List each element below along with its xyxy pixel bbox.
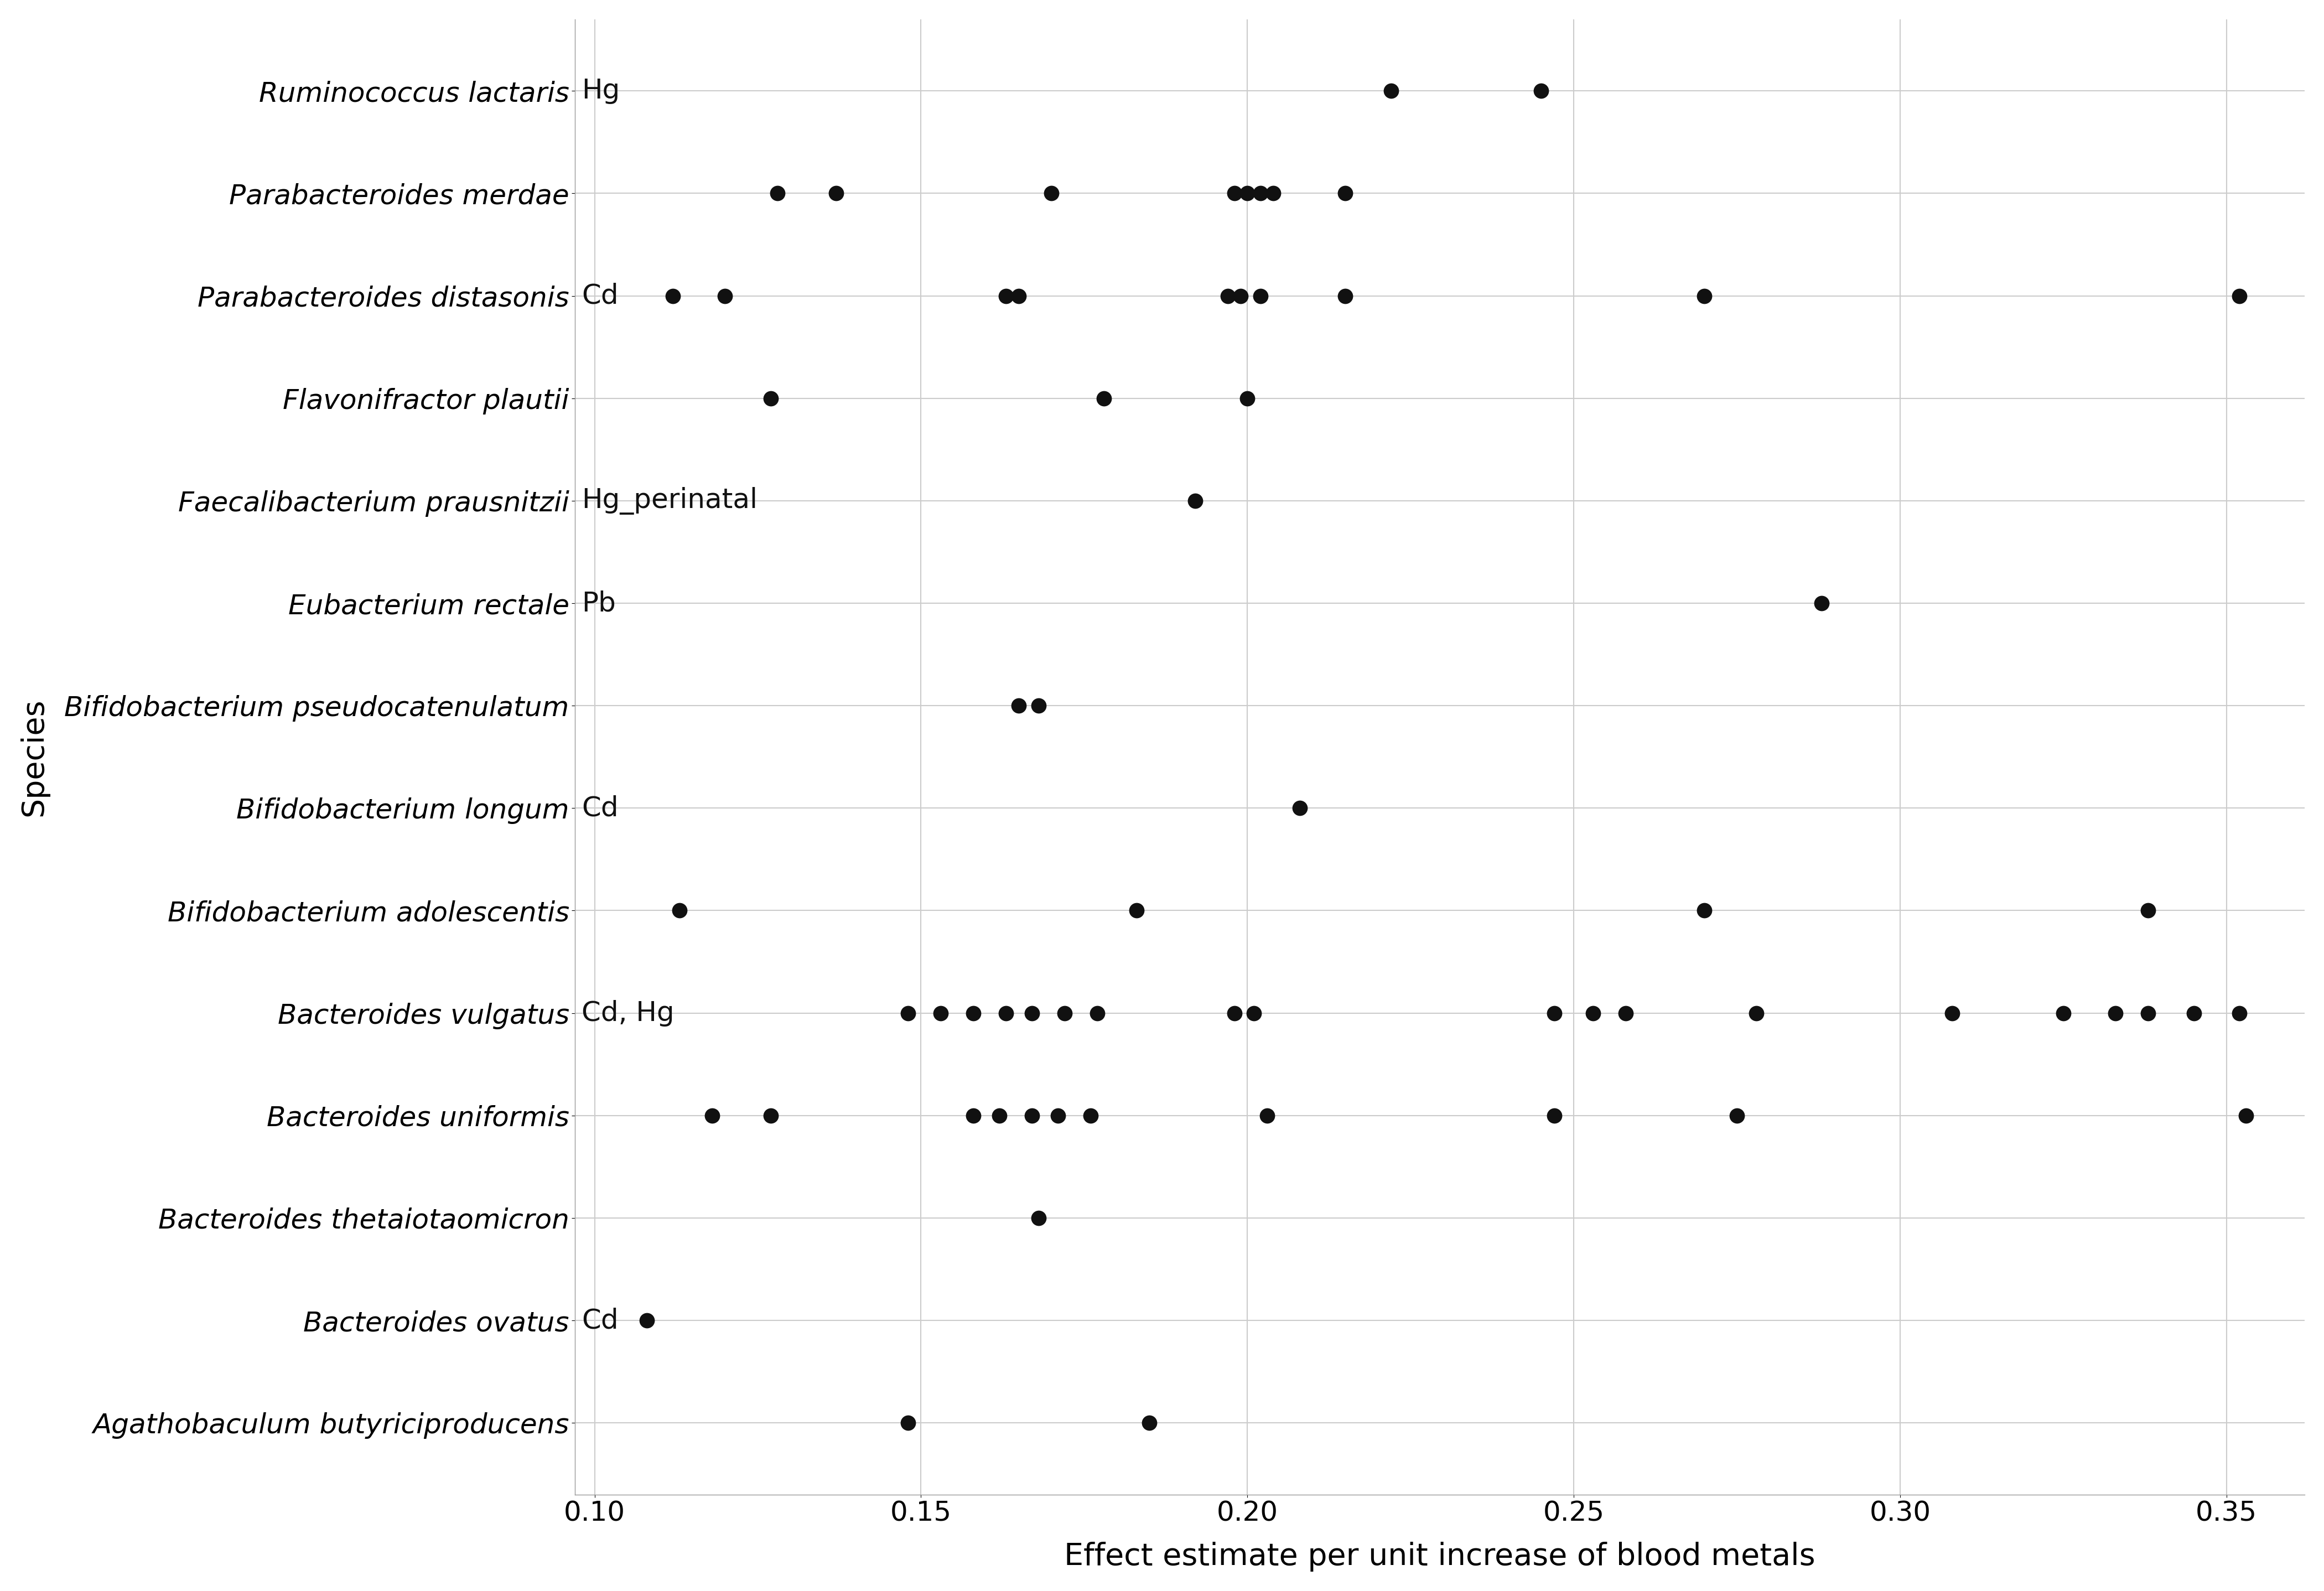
- Point: [2129, 1001, 2166, 1026]
- Point: [706, 283, 744, 309]
- Point: [2175, 1001, 2212, 1026]
- Point: [1229, 385, 1267, 410]
- Point: [1032, 181, 1069, 207]
- Point: [1373, 78, 1411, 103]
- Point: [890, 1410, 927, 1435]
- Point: [1132, 1410, 1169, 1435]
- Point: [1685, 283, 1722, 309]
- Point: [1241, 283, 1278, 309]
- Point: [1717, 1103, 1755, 1128]
- Y-axis label: Species: Species: [19, 698, 49, 816]
- Point: [1327, 283, 1364, 309]
- Point: [1738, 1001, 1776, 1026]
- Point: [1020, 694, 1057, 719]
- Point: [1248, 1103, 1285, 1128]
- Point: [1522, 78, 1559, 103]
- Point: [999, 694, 1037, 719]
- Point: [1281, 796, 1318, 821]
- Point: [1327, 181, 1364, 207]
- Point: [660, 897, 697, 923]
- Point: [923, 1001, 960, 1026]
- Point: [1071, 1103, 1109, 1128]
- Point: [655, 283, 693, 309]
- Point: [1576, 1001, 1613, 1026]
- Point: [988, 1001, 1025, 1026]
- Point: [1078, 1001, 1116, 1026]
- Text: Hg: Hg: [581, 78, 621, 105]
- Point: [1255, 181, 1292, 207]
- Point: [1934, 1001, 1971, 1026]
- Point: [1685, 897, 1722, 923]
- Point: [1229, 181, 1267, 207]
- Point: [693, 1103, 730, 1128]
- Point: [1039, 1103, 1076, 1128]
- Point: [753, 385, 790, 410]
- X-axis label: Effect estimate per unit increase of blood metals: Effect estimate per unit increase of blo…: [1064, 1542, 1815, 1572]
- Point: [999, 283, 1037, 309]
- Point: [2226, 1103, 2264, 1128]
- Point: [1118, 897, 1155, 923]
- Point: [981, 1103, 1018, 1128]
- Point: [2222, 283, 2259, 309]
- Point: [627, 1308, 665, 1333]
- Text: Pb: Pb: [581, 590, 616, 616]
- Point: [1013, 1001, 1050, 1026]
- Point: [1215, 1001, 1253, 1026]
- Point: [1208, 283, 1246, 309]
- Point: [758, 181, 795, 207]
- Point: [1803, 590, 1841, 616]
- Point: [1222, 283, 1260, 309]
- Text: Cd: Cd: [581, 1308, 618, 1333]
- Point: [2222, 1001, 2259, 1026]
- Point: [1046, 1001, 1083, 1026]
- Point: [1241, 181, 1278, 207]
- Point: [1020, 1206, 1057, 1231]
- Text: Cd, Hg: Cd, Hg: [581, 999, 674, 1026]
- Point: [2096, 1001, 2133, 1026]
- Point: [1176, 488, 1213, 514]
- Point: [955, 1001, 992, 1026]
- Text: Cd: Cd: [581, 283, 618, 309]
- Point: [1536, 1103, 1573, 1128]
- Point: [1085, 385, 1122, 410]
- Point: [955, 1103, 992, 1128]
- Point: [2129, 897, 2166, 923]
- Point: [1215, 181, 1253, 207]
- Point: [1013, 1103, 1050, 1128]
- Point: [1608, 1001, 1645, 1026]
- Point: [2045, 1001, 2082, 1026]
- Point: [1236, 1001, 1274, 1026]
- Point: [1536, 1001, 1573, 1026]
- Point: [753, 1103, 790, 1128]
- Text: Hg_perinatal: Hg_perinatal: [581, 487, 758, 514]
- Point: [818, 181, 855, 207]
- Text: Cd: Cd: [581, 796, 618, 821]
- Point: [890, 1001, 927, 1026]
- Point: [988, 283, 1025, 309]
